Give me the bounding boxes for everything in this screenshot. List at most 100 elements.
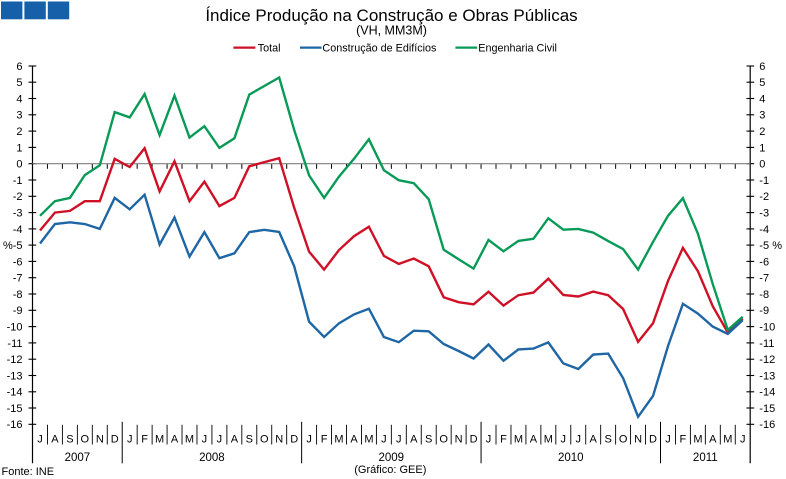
- svg-text:A: A: [171, 434, 179, 446]
- svg-text:-8: -8: [13, 289, 23, 301]
- svg-text:4: 4: [759, 93, 765, 105]
- svg-text:-3: -3: [13, 208, 23, 220]
- svg-text:(VH, MM3M): (VH, MM3M): [356, 23, 427, 37]
- svg-text:5: 5: [759, 77, 765, 89]
- svg-text:A: A: [590, 434, 598, 446]
- svg-text:-11: -11: [7, 338, 22, 350]
- svg-text:5: 5: [16, 77, 22, 89]
- svg-text:%: %: [772, 240, 782, 252]
- svg-text:2: 2: [16, 126, 22, 138]
- svg-text:-16: -16: [7, 419, 23, 431]
- svg-text:O: O: [81, 434, 90, 446]
- svg-text:M: M: [364, 434, 373, 446]
- svg-text:M: M: [544, 434, 553, 446]
- svg-text:F: F: [680, 434, 687, 446]
- svg-text:F: F: [321, 434, 328, 446]
- svg-text:2: 2: [759, 126, 765, 138]
- svg-text:Engenharia Civil: Engenharia Civil: [478, 43, 557, 55]
- svg-text:J: J: [217, 434, 223, 446]
- svg-text:M: M: [693, 434, 702, 446]
- svg-text:-5: -5: [759, 240, 769, 252]
- svg-text:0: 0: [759, 159, 765, 171]
- svg-text:-14: -14: [7, 387, 23, 399]
- svg-text:-6: -6: [13, 256, 23, 268]
- svg-text:D: D: [290, 434, 298, 446]
- svg-text:A: A: [350, 434, 358, 446]
- svg-text:S: S: [425, 434, 432, 446]
- svg-text:A: A: [530, 434, 538, 446]
- svg-text:Índice Produção na Construção: Índice Produção na Construção e Obras Pú…: [205, 6, 577, 25]
- svg-text:O: O: [619, 434, 628, 446]
- svg-text:J: J: [576, 434, 582, 446]
- svg-text:2011: 2011: [693, 452, 718, 464]
- svg-text:O: O: [260, 434, 269, 446]
- svg-text:M: M: [155, 434, 164, 446]
- svg-text:J: J: [37, 434, 43, 446]
- svg-text:0: 0: [16, 159, 22, 171]
- svg-text:D: D: [111, 434, 119, 446]
- svg-text:-15: -15: [759, 403, 775, 415]
- svg-text:-13: -13: [759, 370, 775, 382]
- svg-text:-15: -15: [7, 403, 23, 415]
- svg-text:1: 1: [759, 142, 765, 154]
- svg-text:D: D: [470, 434, 478, 446]
- svg-text:-10: -10: [759, 322, 775, 334]
- svg-text:N: N: [634, 434, 642, 446]
- svg-text:%: %: [3, 240, 13, 252]
- svg-text:-10: -10: [7, 322, 23, 334]
- svg-text:S: S: [246, 434, 253, 446]
- svg-text:Fonte: INE: Fonte: INE: [2, 466, 55, 478]
- svg-text:J: J: [486, 434, 492, 446]
- svg-text:J: J: [202, 434, 208, 446]
- svg-text:F: F: [141, 434, 148, 446]
- svg-text:3: 3: [759, 110, 765, 122]
- svg-text:Total: Total: [258, 43, 281, 55]
- svg-text:-12: -12: [759, 354, 775, 366]
- svg-text:-12: -12: [7, 354, 23, 366]
- svg-text:-4: -4: [759, 224, 769, 236]
- svg-text:J: J: [381, 434, 387, 446]
- svg-text:-1: -1: [13, 175, 23, 187]
- svg-text:J: J: [740, 434, 746, 446]
- svg-text:-14: -14: [759, 387, 775, 399]
- svg-text:-5: -5: [13, 240, 23, 252]
- svg-text:A: A: [51, 434, 59, 446]
- svg-text:-11: -11: [759, 338, 774, 350]
- svg-text:-3: -3: [759, 208, 769, 220]
- svg-text:S: S: [66, 434, 73, 446]
- svg-text:A: A: [231, 434, 239, 446]
- svg-text:M: M: [514, 434, 523, 446]
- svg-text:J: J: [306, 434, 312, 446]
- svg-text:-13: -13: [7, 370, 23, 382]
- svg-text:J: J: [665, 434, 671, 446]
- svg-text:1: 1: [16, 142, 22, 154]
- svg-text:-1: -1: [759, 175, 769, 187]
- svg-text:-2: -2: [13, 191, 23, 203]
- svg-text:A: A: [709, 434, 717, 446]
- svg-text:-16: -16: [759, 419, 775, 431]
- svg-text:-7: -7: [759, 273, 769, 285]
- svg-text:2009: 2009: [379, 452, 405, 464]
- svg-text:2008: 2008: [199, 452, 225, 464]
- svg-text:M: M: [334, 434, 343, 446]
- svg-text:N: N: [455, 434, 463, 446]
- svg-text:Construção de Edifícios: Construção de Edifícios: [322, 43, 437, 55]
- svg-text:F: F: [500, 434, 507, 446]
- svg-text:A: A: [410, 434, 418, 446]
- svg-text:-6: -6: [759, 256, 769, 268]
- svg-text:D: D: [649, 434, 657, 446]
- svg-text:2007: 2007: [65, 452, 91, 464]
- svg-text:J: J: [127, 434, 133, 446]
- svg-text:M: M: [723, 434, 732, 446]
- svg-text:3: 3: [16, 110, 22, 122]
- svg-text:J: J: [396, 434, 402, 446]
- svg-text:-9: -9: [759, 305, 769, 317]
- svg-text:-9: -9: [13, 305, 23, 317]
- svg-text:N: N: [275, 434, 283, 446]
- svg-text:6: 6: [16, 61, 22, 73]
- svg-text:6: 6: [759, 61, 765, 73]
- svg-text:O: O: [439, 434, 448, 446]
- svg-text:-2: -2: [759, 191, 769, 203]
- svg-text:J: J: [561, 434, 567, 446]
- svg-text:-8: -8: [759, 289, 769, 301]
